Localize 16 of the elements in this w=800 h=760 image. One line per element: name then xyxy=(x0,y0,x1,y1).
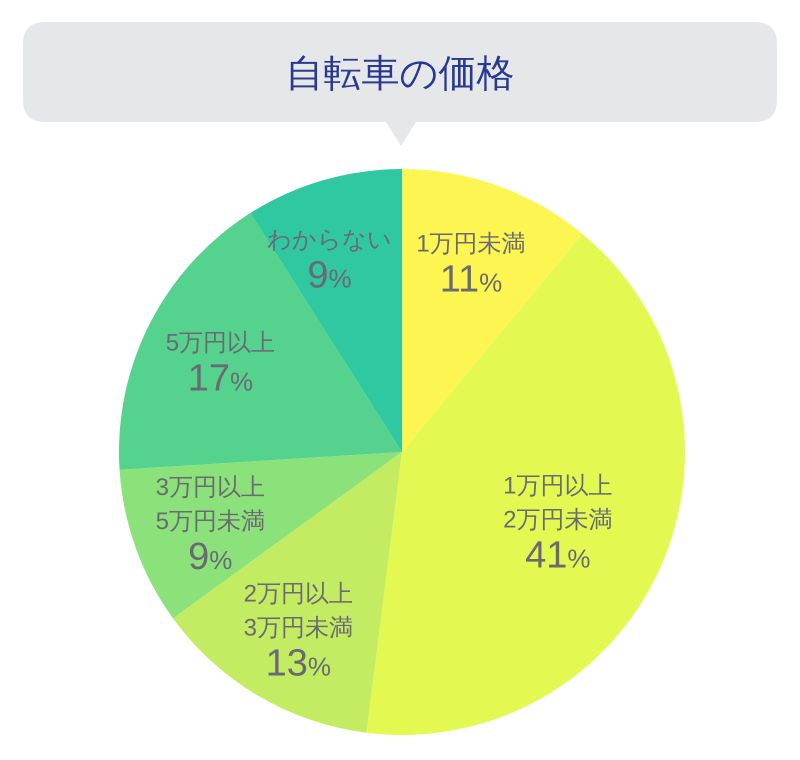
pie-slice xyxy=(119,213,402,470)
data-label: 9% xyxy=(188,536,232,578)
data-label: 13% xyxy=(266,642,331,684)
slice-label: 1万円未満 xyxy=(416,230,526,258)
slice-label: 3万円以上 5万円未満 xyxy=(156,474,265,536)
pie-slice xyxy=(366,234,685,735)
data-label: 17% xyxy=(188,357,254,400)
slice-label: わからない xyxy=(267,226,392,254)
slice-label: 2万円以上 3万円未満 xyxy=(244,580,353,642)
data-label: 41% xyxy=(525,534,591,576)
slice-label: 5万円以上 xyxy=(166,329,276,356)
pie-slice xyxy=(402,169,582,452)
chart-title: 自転車の価格 xyxy=(286,53,514,95)
slice-label: 1万円以上 2万円未満 xyxy=(503,472,613,534)
data-label: 9% xyxy=(307,254,352,296)
data-label: 11% xyxy=(440,258,502,300)
